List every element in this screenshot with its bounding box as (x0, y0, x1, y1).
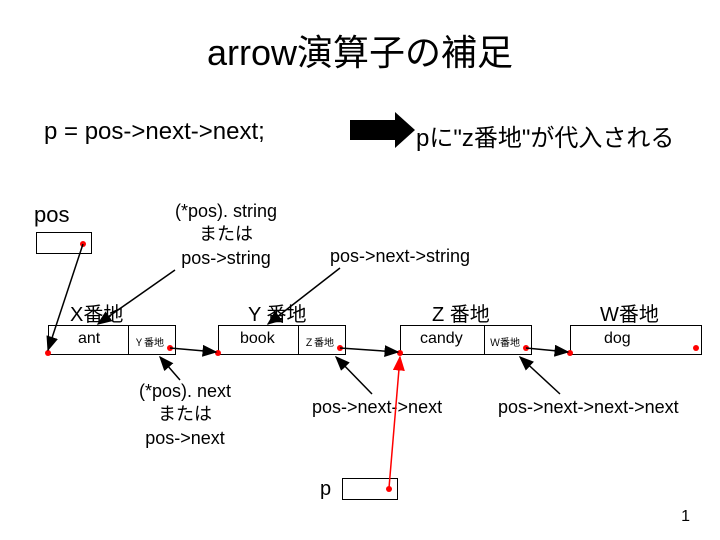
pos-label: pos (34, 202, 69, 228)
arrow-p-to-z (389, 357, 400, 488)
annot-line: pos->next (145, 428, 225, 448)
arrow-annot-nextnext (336, 357, 372, 394)
annotation-next-string: pos->next->string (330, 245, 470, 268)
node-x-ptr: Ｙ番地 (134, 334, 164, 349)
node-x-string: ant (78, 330, 100, 348)
red-dot (523, 345, 529, 351)
annotation-next-next: pos->next->next (312, 396, 442, 419)
node-w (570, 325, 702, 355)
annotation-pos-string: (*pos). string または pos->string (156, 200, 296, 270)
annot-line: pos->string (181, 248, 271, 268)
region-x: X番地 (70, 298, 123, 327)
result-text: pに"z番地"が代入される (416, 118, 674, 153)
arrow-z-to-w (526, 348, 568, 352)
arrow-annot-nextnextnext (520, 357, 560, 394)
code-expression: p = pos->next->next; (44, 118, 265, 146)
red-dot (693, 345, 699, 351)
region-z: Z 番地 (432, 298, 490, 327)
annot-line: (*pos). string (175, 201, 277, 221)
node-y-ptr: Ｚ番地 (304, 334, 334, 349)
red-dot (386, 486, 392, 492)
node-z-string: candy (420, 330, 463, 348)
annotation-pos-next: (*pos). next または pos->next (120, 380, 250, 450)
arrows-layer (0, 0, 720, 540)
red-dot (397, 350, 403, 356)
page-number: 1 (681, 508, 690, 526)
red-dot (167, 345, 173, 351)
node-z-ptr: Ｗ番地 (490, 334, 520, 349)
p-label: p (320, 476, 331, 502)
arrow-y-to-z (340, 348, 398, 352)
red-dot (80, 241, 86, 247)
annotation-next-next-next: pos->next->next->next (498, 396, 679, 419)
fat-arrow-icon (350, 112, 415, 148)
node-y-string: book (240, 330, 275, 348)
red-dot (567, 350, 573, 356)
red-dot (215, 350, 221, 356)
red-dot (337, 345, 343, 351)
annot-line: (*pos). next (139, 381, 231, 401)
red-dot (45, 350, 51, 356)
annot-line: または (199, 224, 253, 244)
arrow-x-to-y (170, 348, 216, 352)
slide-title: arrow演算子の補足 (0, 24, 720, 76)
node-w-string: dog (604, 330, 631, 348)
annot-line: または (158, 404, 212, 424)
region-w: W番地 (600, 298, 659, 327)
arrow-annot-next (160, 357, 180, 380)
region-y: Y 番地 (248, 298, 307, 327)
